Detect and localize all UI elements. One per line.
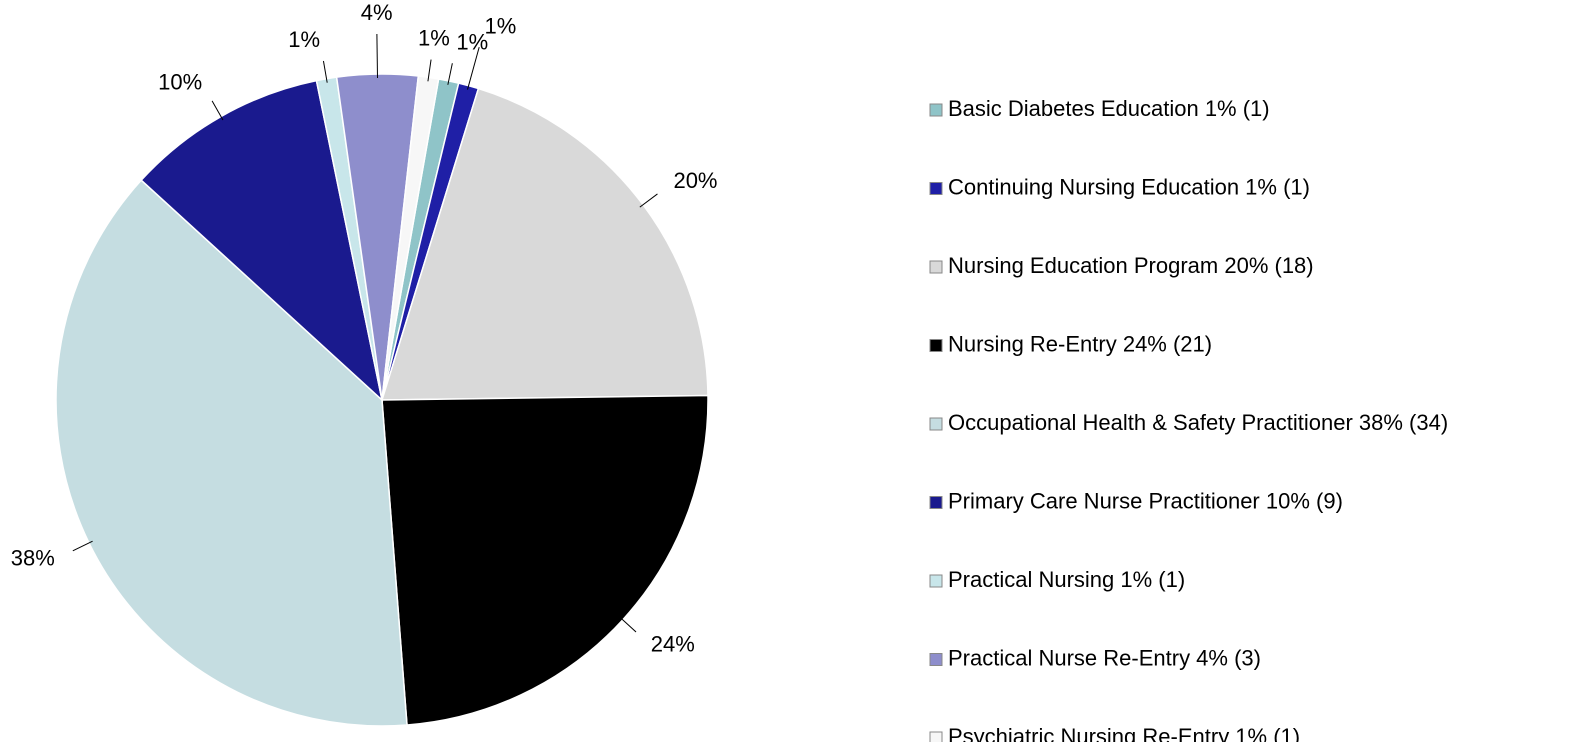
data-label: 10% (158, 69, 202, 94)
leader-line (322, 60, 328, 83)
data-label: 38% (11, 545, 55, 570)
legend-swatch (929, 339, 943, 352)
legend-swatch (929, 182, 943, 195)
leader-line (376, 34, 379, 79)
legend-label: Continuing Nursing Education 1% (1) (948, 174, 1310, 199)
legend-label: Nursing Education Program 20% (18) (948, 253, 1314, 278)
legend-label: Practical Nurse Re-Entry 4% (3) (948, 645, 1261, 670)
legend-label: Basic Diabetes Education 1% (1) (948, 96, 1270, 121)
legend-swatch (929, 417, 943, 431)
data-label: 20% (673, 168, 717, 193)
leader-line (619, 616, 637, 633)
legend-label: Nursing Re-Entry 24% (21) (948, 331, 1212, 356)
leader-line (72, 540, 93, 552)
legend-swatch (929, 731, 943, 742)
pie-slice (381, 394, 709, 726)
leader-line (447, 63, 453, 85)
data-label: 1% (418, 26, 450, 51)
data-label: 1% (288, 27, 320, 52)
legend-swatch (929, 574, 943, 588)
leader-line (427, 59, 432, 82)
legend-swatch (929, 496, 943, 509)
legend-label: Primary Care Nurse Practitioner 10% (9) (948, 488, 1343, 513)
leader-line (467, 47, 480, 90)
legend-swatch (929, 103, 943, 117)
legend-swatch (929, 653, 943, 666)
legend-label: Practical Nursing 1% (1) (948, 567, 1185, 592)
legend-swatch (929, 260, 943, 274)
leader-line (211, 100, 224, 121)
data-label: 24% (651, 631, 695, 656)
legend-label: Psychiatric Nursing Re-Entry 1% (1) (948, 724, 1300, 742)
legend-label: Occupational Health & Safety Practitione… (948, 410, 1448, 435)
data-label: 1% (456, 30, 488, 55)
data-label: 4% (361, 0, 393, 25)
leader-line (639, 193, 658, 208)
data-label: 1% (485, 14, 517, 39)
